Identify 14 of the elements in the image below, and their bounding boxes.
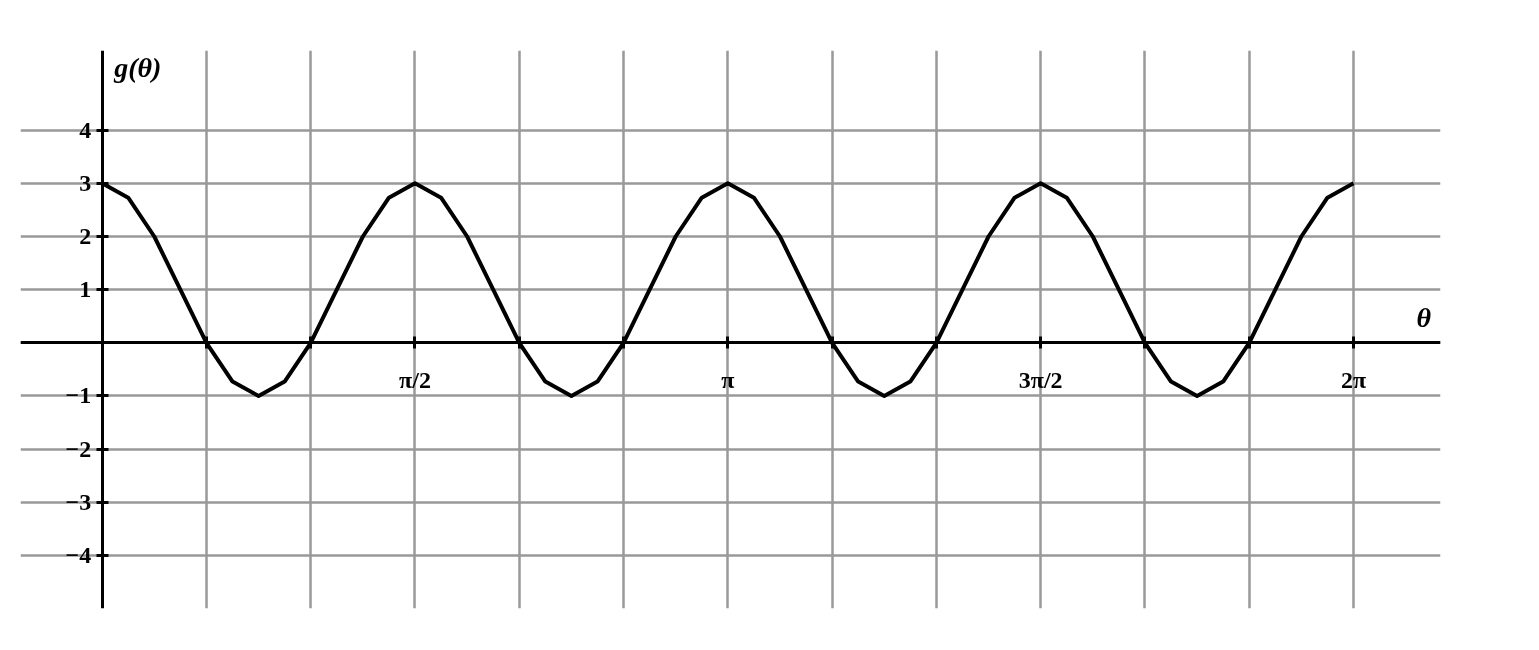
y-tick-label: −1	[65, 382, 92, 409]
y-tick-label: −4	[65, 541, 92, 568]
y-tick-label: −2	[65, 435, 92, 462]
y-tick-label: 1	[79, 276, 92, 303]
y-tick-label: 2	[79, 223, 92, 249]
x-axis-title: θ	[1416, 301, 1432, 333]
x-tick-label: π	[721, 366, 735, 393]
y-tick-label: −3	[65, 488, 92, 515]
x-tick-label: π/2	[399, 366, 431, 393]
x-tick-label: 2π	[1340, 366, 1367, 393]
y-tick-label: 3	[79, 169, 92, 196]
y-tick-label: 4	[79, 116, 92, 143]
x-tick-label: 3π/2	[1018, 366, 1063, 393]
y-axis-title: g(θ)	[113, 51, 162, 83]
